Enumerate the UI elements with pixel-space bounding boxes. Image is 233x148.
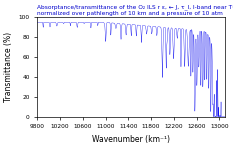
- Y-axis label: Transmittance (%): Transmittance (%): [4, 32, 13, 102]
- Text: Absorptance/transmittance of the O₂ ILS r ε, ← J, τ_l, l-band near T=0,P)
normal: Absorptance/transmittance of the O₂ ILS …: [38, 4, 233, 16]
- X-axis label: Wavenumber (km⁻¹): Wavenumber (km⁻¹): [92, 135, 170, 144]
